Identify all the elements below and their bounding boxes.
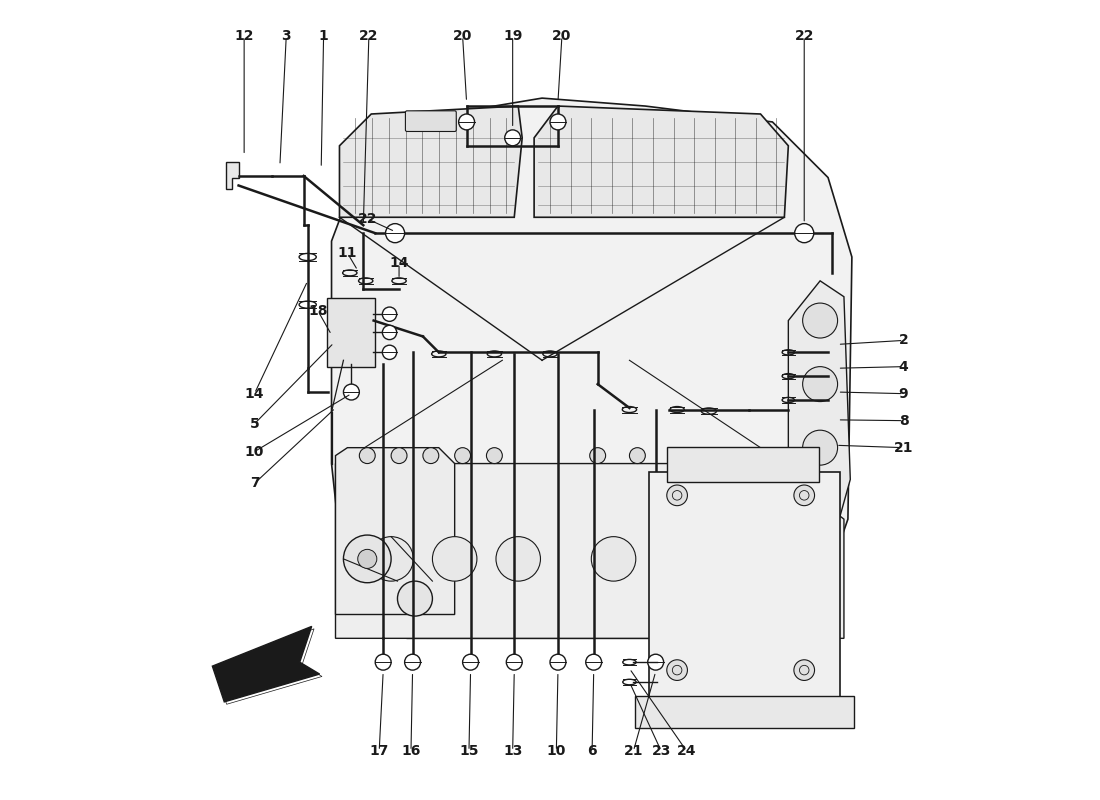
Text: 6: 6 (587, 744, 597, 758)
Text: 24: 24 (676, 744, 696, 758)
Circle shape (794, 660, 814, 681)
Text: 20: 20 (552, 29, 572, 43)
Polygon shape (340, 106, 522, 218)
Text: 22: 22 (358, 212, 377, 226)
Circle shape (459, 114, 474, 130)
Circle shape (550, 654, 565, 670)
Circle shape (386, 224, 405, 242)
Polygon shape (789, 281, 850, 559)
Text: 1: 1 (319, 29, 329, 43)
Circle shape (506, 654, 522, 670)
FancyBboxPatch shape (649, 471, 840, 710)
FancyBboxPatch shape (667, 447, 818, 482)
Circle shape (383, 307, 397, 322)
Circle shape (735, 537, 779, 581)
Polygon shape (336, 463, 844, 638)
FancyBboxPatch shape (406, 111, 456, 131)
Circle shape (590, 448, 606, 463)
Polygon shape (331, 98, 851, 638)
Polygon shape (226, 162, 239, 190)
Text: 9: 9 (899, 386, 909, 401)
Circle shape (343, 535, 392, 582)
Text: 20: 20 (453, 29, 472, 43)
Text: 8: 8 (899, 414, 909, 428)
Text: 12: 12 (234, 29, 254, 43)
Text: 2: 2 (899, 334, 909, 347)
Text: 5: 5 (250, 417, 260, 431)
Text: 7: 7 (250, 477, 260, 490)
Circle shape (708, 448, 725, 463)
Text: 4: 4 (899, 360, 909, 374)
Text: 10: 10 (245, 445, 264, 458)
Circle shape (550, 114, 565, 130)
Circle shape (663, 537, 707, 581)
Circle shape (454, 448, 471, 463)
Circle shape (375, 654, 392, 670)
Polygon shape (336, 448, 454, 614)
Text: 16: 16 (402, 744, 420, 758)
Circle shape (496, 537, 540, 581)
Text: 21: 21 (624, 744, 644, 758)
Polygon shape (212, 626, 320, 702)
Text: 19: 19 (503, 29, 522, 43)
Circle shape (629, 448, 646, 463)
Circle shape (794, 224, 814, 242)
Circle shape (432, 537, 477, 581)
Circle shape (803, 430, 837, 465)
Circle shape (667, 660, 688, 681)
Circle shape (360, 448, 375, 463)
Text: 22: 22 (794, 29, 814, 43)
Circle shape (405, 654, 420, 670)
Text: 14: 14 (244, 386, 264, 401)
Text: 3: 3 (282, 29, 292, 43)
Text: 21: 21 (894, 441, 913, 454)
Circle shape (463, 654, 478, 670)
Circle shape (749, 448, 764, 463)
Text: 11: 11 (338, 246, 358, 260)
Text: 14: 14 (389, 256, 409, 270)
Circle shape (592, 537, 636, 581)
Circle shape (648, 654, 663, 670)
FancyBboxPatch shape (327, 298, 375, 366)
Circle shape (392, 448, 407, 463)
Circle shape (422, 448, 439, 463)
Polygon shape (535, 106, 789, 218)
Circle shape (343, 384, 360, 400)
Text: 23: 23 (651, 744, 671, 758)
Text: 22: 22 (359, 29, 378, 43)
FancyBboxPatch shape (635, 695, 855, 728)
Text: 15: 15 (459, 744, 478, 758)
Text: eurospares: eurospares (607, 288, 811, 322)
Circle shape (667, 485, 688, 506)
Circle shape (397, 581, 432, 616)
Circle shape (486, 448, 503, 463)
Circle shape (383, 326, 397, 340)
Circle shape (803, 303, 837, 338)
Circle shape (669, 448, 685, 463)
Text: 18: 18 (308, 304, 328, 318)
Text: 13: 13 (503, 744, 522, 758)
Text: 17: 17 (370, 744, 389, 758)
Circle shape (794, 485, 814, 506)
Circle shape (803, 366, 837, 402)
Text: 10: 10 (547, 744, 567, 758)
Text: eurospares: eurospares (345, 375, 628, 425)
Circle shape (383, 345, 397, 359)
Circle shape (368, 537, 414, 581)
Circle shape (358, 550, 377, 569)
Circle shape (505, 130, 520, 146)
Circle shape (586, 654, 602, 670)
